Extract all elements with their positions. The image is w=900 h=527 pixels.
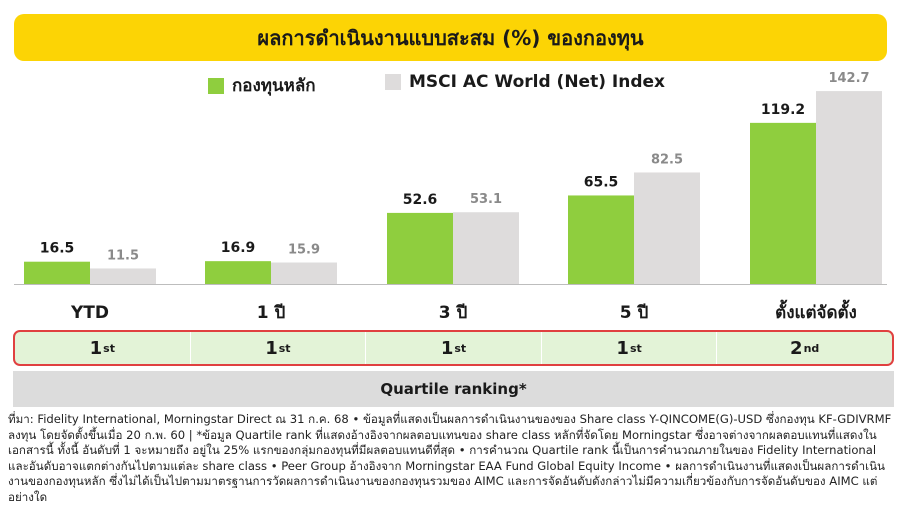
quartile-ranking-label: Quartile ranking* bbox=[13, 371, 894, 407]
data-label-fund-4: 119.2 bbox=[761, 102, 805, 118]
data-label-index-0: 11.5 bbox=[107, 248, 139, 263]
category-label-4: ตั้งแต่จัดตั้ง bbox=[775, 299, 857, 323]
legend-label-index: MSCI AC World (Net) Index bbox=[409, 72, 665, 92]
bar-fund-0 bbox=[24, 261, 90, 284]
legend: กองทุนหลัก MSCI AC World (Net) Index bbox=[0, 72, 900, 98]
data-label-index-4: 142.7 bbox=[828, 71, 869, 86]
legend-swatch-fund bbox=[208, 77, 224, 94]
bar-index-4 bbox=[816, 91, 882, 284]
bar-fund-2 bbox=[387, 212, 453, 284]
legend-item-index: MSCI AC World (Net) Index bbox=[385, 72, 665, 92]
data-label-index-3: 82.5 bbox=[651, 152, 683, 167]
bar-fund-1 bbox=[205, 261, 271, 284]
category-label-0: YTD bbox=[70, 303, 109, 323]
chart-title: ผลการดำเนินงานแบบสะสม (%) ของกองทุน bbox=[14, 14, 887, 61]
footnote: ที่มา: Fidelity International, Morningst… bbox=[8, 412, 892, 504]
data-label-fund-1: 16.9 bbox=[221, 240, 256, 256]
category-label-3: 5 ปี bbox=[620, 302, 649, 323]
bar-index-0 bbox=[90, 268, 156, 284]
bar-fund-4 bbox=[750, 122, 816, 285]
category-label-2: 3 ปี bbox=[439, 302, 468, 323]
data-label-index-2: 53.1 bbox=[470, 192, 502, 207]
bar-index-3 bbox=[634, 172, 700, 284]
bar-index-2 bbox=[453, 212, 519, 284]
data-label-index-1: 15.9 bbox=[288, 243, 320, 258]
data-label-fund-3: 65.5 bbox=[584, 174, 619, 190]
bar-fund-3 bbox=[568, 195, 634, 284]
legend-item-fund: กองทุนหลัก bbox=[208, 72, 316, 99]
data-label-fund-0: 16.5 bbox=[40, 241, 75, 257]
legend-swatch-index bbox=[385, 74, 401, 90]
category-label-1: 1 ปี bbox=[257, 302, 286, 323]
legend-label-fund: กองทุนหลัก bbox=[232, 76, 316, 96]
data-label-fund-2: 52.6 bbox=[403, 192, 438, 208]
bar-index-1 bbox=[271, 262, 337, 284]
